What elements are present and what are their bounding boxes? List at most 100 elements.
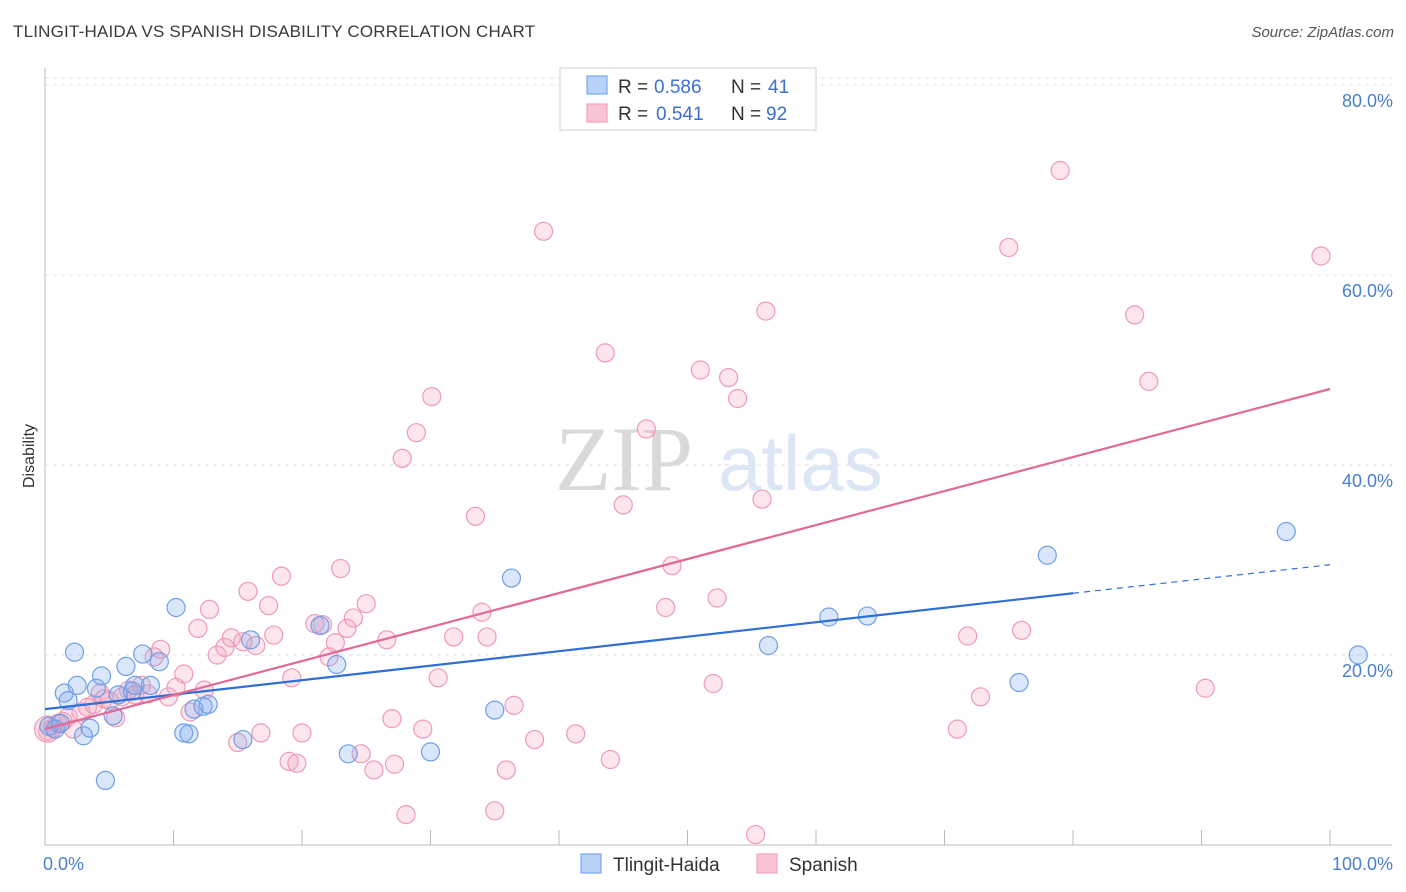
point-spanish-94 [1311,246,1331,266]
point-tlingit-haida-17 [133,644,153,664]
legend-r-label-2: R = [618,104,648,125]
point-spanish-65 [485,801,505,821]
tick-labels: 20.0% 40.0% 60.0% 80.0% 0.0% 100.0% [43,91,1393,874]
point-spanish-61 [444,627,464,647]
legend-n-value-1: 41 [768,77,789,98]
point-spanish-47 [337,618,357,639]
point-spanish-85 [947,719,967,739]
point-spanish-89 [1011,620,1032,640]
point-tlingit-haida-29 [327,654,347,675]
point-tlingit-haida-18 [140,675,160,696]
legend-r-value-1: 0.586 [654,77,702,98]
point-spanish-73 [613,495,633,515]
point-spanish-68 [524,729,545,750]
point-tlingit-haida-10 [91,666,112,686]
point-spanish-24 [188,618,208,639]
point-spanish-32 [238,581,258,601]
point-spanish-27 [207,645,227,665]
point-tlingit-haida-20 [166,597,186,618]
x-tick-label-100: 100.0% [1332,854,1393,874]
point-spanish-41 [292,723,312,743]
point-spanish-57 [406,423,426,443]
trend-line-tlingit-haida [44,592,1074,711]
legend-n-label-1: N = [731,77,761,98]
point-spanish-78 [703,673,723,694]
point-tlingit-haida-37 [1037,545,1057,565]
point-spanish-71 [595,343,615,363]
bottom-legend-swatch-tlingit-haida [580,853,602,874]
point-tlingit-haida-19 [149,652,169,672]
point-spanish-36 [264,625,284,645]
point-tlingit-haida-30 [338,744,358,764]
point-tlingit-haida-22 [179,724,199,744]
bottom-legend-label-spanish: Spanish [789,855,858,876]
point-tlingit-haida-39 [1276,521,1296,542]
point-tlingit-haida-9 [86,678,107,698]
point-spanish-75 [656,597,676,618]
point-spanish-81 [728,388,748,409]
point-spanish-63 [472,602,492,622]
point-spanish-67 [504,695,524,715]
point-tlingit-haida-40 [1348,645,1368,665]
point-spanish-62 [465,506,486,526]
point-tlingit-haida-25 [198,694,218,715]
point-spanish-59 [422,387,442,407]
point-spanish-38 [279,751,299,772]
point-spanish-69 [533,221,554,241]
point-tlingit-haida-8 [80,718,100,738]
point-spanish-74 [636,419,656,439]
point-spanish-51 [364,760,384,780]
point-tlingit-haida-11 [95,770,115,791]
point-tlingit-haida-38 [1009,672,1029,693]
point-tlingit-haida-26 [233,729,253,750]
watermark-zip: ZIP [555,408,693,510]
point-tlingit-haida-33 [501,568,522,588]
point-spanish-55 [392,448,412,468]
point-spanish-37 [271,566,292,586]
point-spanish-60 [428,668,448,688]
grid-lines [45,77,1392,656]
series-tlingit-haida-points [39,521,1368,791]
point-spanish-82 [746,824,766,845]
point-spanish-52 [377,630,397,650]
source-credit: Source: ZipAtlas.com [1251,24,1394,41]
point-spanish-79 [707,588,727,608]
point-spanish-84 [756,301,776,321]
point-tlingit-haida-31 [420,742,441,762]
point-tlingit-haida-14 [116,656,136,677]
point-spanish-92 [1139,371,1159,391]
y-tick-label-60: 60.0% [1342,281,1393,301]
point-spanish-77 [690,360,710,380]
y-tick-label-20: 20.0% [1342,661,1393,681]
point-spanish-28 [215,637,235,658]
point-spanish-72 [600,749,621,770]
point-spanish-83 [752,489,772,509]
point-spanish-64 [477,627,497,647]
watermark-atlas: atlas [718,419,883,507]
point-tlingit-haida-28 [310,615,330,636]
legend-swatch-tlingit-haida [586,75,608,95]
point-tlingit-haida-35 [819,607,839,627]
y-tick-label-80: 80.0% [1342,91,1393,111]
point-spanish-87 [970,687,991,707]
point-tlingit-haida-6 [67,675,87,696]
point-spanish-46 [330,558,351,579]
point-spanish-50 [356,594,376,614]
axes [44,68,1392,846]
point-spanish-48 [343,608,363,628]
legend-r-label-1: R = [618,77,648,98]
point-spanish-56 [396,804,416,825]
point-spanish-66 [496,760,516,780]
point-spanish-29 [221,628,241,648]
point-spanish-34 [251,723,271,743]
series-spanish-points [33,160,1331,845]
series-legend: Tlingit-Haida Spanish [580,853,858,876]
trend-line-spanish [44,387,1331,731]
point-tlingit-haida-27 [241,630,261,650]
legend-n-label-2: N = [731,104,761,125]
point-spanish-58 [413,719,433,739]
point-spanish-22 [174,664,194,684]
trend-lines [44,387,1331,731]
legend-r-value-2: 0.541 [656,104,704,125]
